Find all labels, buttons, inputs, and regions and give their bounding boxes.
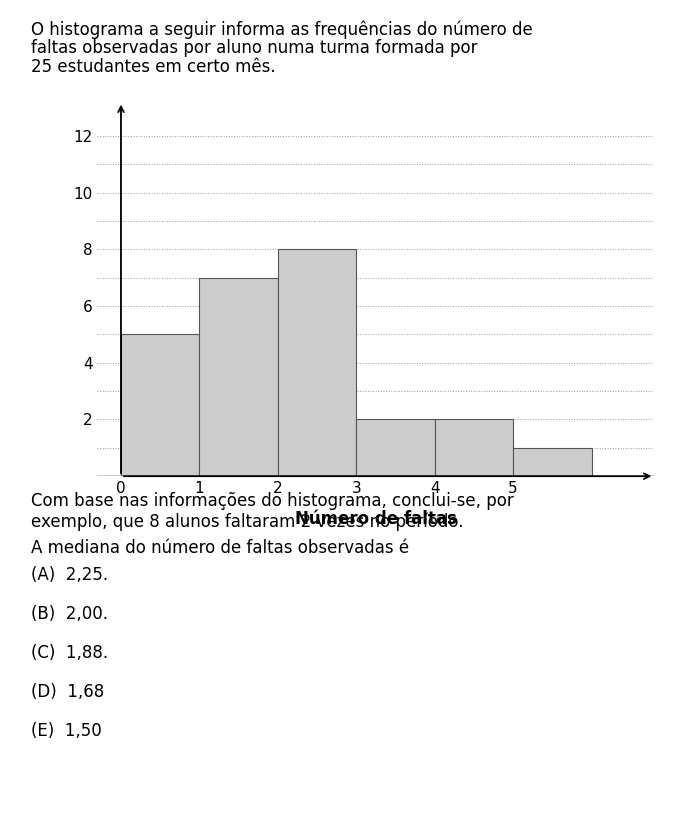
Text: (D)  1,68: (D) 1,68 <box>31 683 104 701</box>
X-axis label: Número de faltas: Número de faltas <box>295 510 457 528</box>
Text: exemplo, que 8 alunos faltaram 2 vezes no período.: exemplo, que 8 alunos faltaram 2 vezes n… <box>31 513 464 532</box>
Bar <box>121 335 199 476</box>
Text: (B)  2,00.: (B) 2,00. <box>31 605 109 623</box>
Text: (C)  1,88.: (C) 1,88. <box>31 644 109 662</box>
Bar <box>513 448 592 476</box>
Text: Com base nas informações do histograma, conclui-se, por: Com base nas informações do histograma, … <box>31 492 514 510</box>
Text: (A)  2,25.: (A) 2,25. <box>31 566 109 584</box>
Bar <box>278 249 356 476</box>
Bar <box>356 419 435 476</box>
Text: (E)  1,50: (E) 1,50 <box>31 722 102 740</box>
Bar <box>199 278 278 476</box>
Text: 25 estudantes em certo mês.: 25 estudantes em certo mês. <box>31 58 276 76</box>
Bar <box>435 419 513 476</box>
Text: O histograma a seguir informa as frequências do número de: O histograma a seguir informa as frequên… <box>31 20 533 39</box>
Text: faltas observadas por aluno numa turma formada por: faltas observadas por aluno numa turma f… <box>31 39 478 57</box>
Text: A mediana do número de faltas observadas é: A mediana do número de faltas observadas… <box>31 539 409 557</box>
